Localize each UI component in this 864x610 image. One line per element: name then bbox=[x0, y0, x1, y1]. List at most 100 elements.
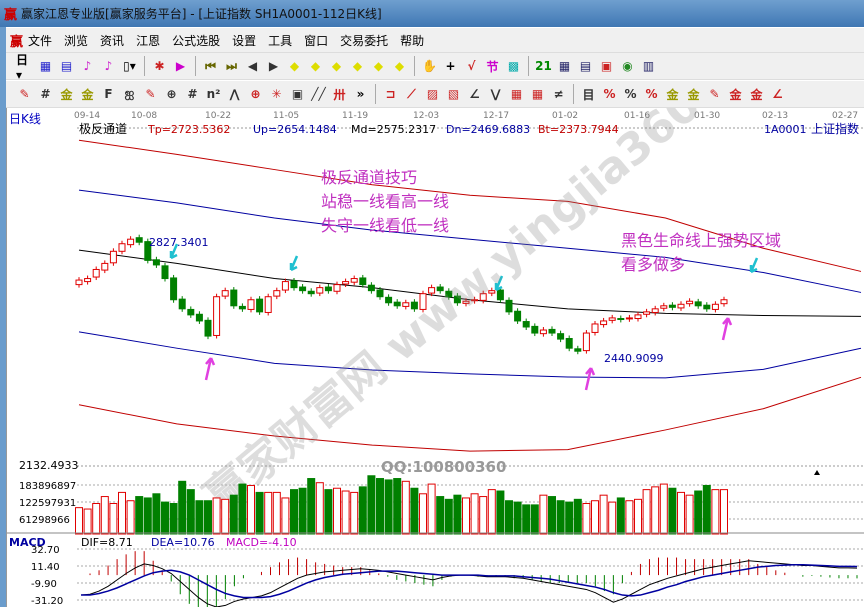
percent-1-icon[interactable]: % bbox=[603, 87, 616, 101]
menu-item-9[interactable]: 帮助 bbox=[400, 33, 425, 48]
box-icon[interactable]: ▣ bbox=[291, 87, 304, 101]
kline-chart-panel[interactable]: 日K线 09-14 10-08 10-22 11-05 11-19 12-03 12-17 0… bbox=[6, 3, 864, 610]
chart-svg[interactable]: 日K线 09-14 10-08 10-22 11-05 11-19 12-03 12-17 0… bbox=[7, 3, 864, 610]
annotation-bullish: 看多做多 bbox=[621, 255, 685, 274]
target-icon[interactable]: ⊕ bbox=[250, 87, 261, 101]
pen-2-icon[interactable]: ✎ bbox=[145, 87, 156, 101]
diamond-2-icon[interactable]: ◆ bbox=[310, 59, 321, 73]
candle bbox=[213, 296, 221, 336]
crosshair-icon[interactable]: + bbox=[445, 59, 456, 73]
gold-4-icon[interactable]: 金 bbox=[687, 87, 700, 102]
calendar-icon[interactable]: 21 bbox=[535, 59, 552, 73]
pen-3-icon[interactable]: ✎ bbox=[709, 87, 720, 101]
cross-icon[interactable]: 卅 bbox=[333, 87, 346, 102]
book-icon[interactable]: ▤ bbox=[579, 59, 592, 73]
prev-icon[interactable]: ◀ bbox=[247, 59, 258, 73]
diamond-5-icon[interactable]: ◆ bbox=[373, 59, 384, 73]
menu-item-7[interactable]: 窗口 bbox=[304, 33, 329, 48]
gann-icon[interactable]: ✱ bbox=[154, 59, 165, 73]
grid-icon[interactable]: # bbox=[40, 87, 51, 101]
menu-item-8[interactable]: 交易委托 bbox=[340, 33, 389, 48]
volume-chart-2-icon[interactable]: ♪ bbox=[104, 59, 113, 73]
print-icon[interactable]: ▥ bbox=[642, 59, 655, 73]
menu-logo-icon[interactable]: 赢 bbox=[10, 34, 24, 50]
star-icon[interactable]: ✳ bbox=[271, 87, 282, 101]
volume-bar bbox=[204, 500, 212, 535]
n2-icon[interactable]: n² bbox=[206, 87, 221, 101]
diamond-1-icon[interactable]: ◆ bbox=[289, 59, 300, 73]
network-icon[interactable]: ◉ bbox=[622, 59, 633, 73]
volume-bar bbox=[702, 484, 711, 535]
f-tool-icon[interactable]: F bbox=[104, 87, 113, 101]
window-layout-icon[interactable]: ▦ bbox=[39, 59, 52, 73]
gold-1-icon[interactable]: 金 bbox=[60, 87, 73, 102]
volume-bar bbox=[573, 498, 582, 535]
festival-icon[interactable]: 节 bbox=[486, 59, 499, 74]
percent-3-icon[interactable]: % bbox=[645, 87, 658, 101]
angle-icon[interactable]: ∠ bbox=[469, 87, 480, 101]
wave-icon[interactable]: ஐ bbox=[124, 86, 135, 100]
volume-bar bbox=[100, 496, 109, 535]
last-icon[interactable]: ⏭ bbox=[226, 58, 237, 73]
grid-2-icon[interactable]: # bbox=[187, 87, 198, 101]
calculator-icon[interactable]: ▦ bbox=[558, 59, 571, 73]
gold-2-icon[interactable]: 金 bbox=[81, 87, 94, 102]
table-2-icon[interactable]: ▦ bbox=[531, 87, 544, 101]
fan-icon[interactable]: ⋀ bbox=[229, 87, 240, 101]
pen-icon[interactable]: ✎ bbox=[19, 87, 30, 101]
gold-5-icon[interactable]: 金 bbox=[729, 87, 742, 102]
candle bbox=[582, 332, 590, 352]
annotation-line-3: 失守一线看低一线 bbox=[321, 216, 449, 235]
candle bbox=[557, 333, 565, 340]
fan-2-icon[interactable]: ⟋ bbox=[407, 86, 416, 101]
gold-6-icon[interactable]: 金 bbox=[750, 87, 763, 102]
angle-2-icon[interactable]: ∠ bbox=[772, 87, 783, 101]
square-grid-2-icon[interactable]: ▧ bbox=[447, 87, 460, 101]
candle bbox=[281, 281, 289, 291]
lines-icon[interactable]: ╱╱ bbox=[311, 87, 326, 101]
candle bbox=[453, 295, 461, 304]
square-grid-icon[interactable]: ▨ bbox=[426, 87, 439, 101]
menu-item-4[interactable]: 公式选股 bbox=[172, 33, 221, 48]
ruler-icon[interactable]: 目 bbox=[582, 87, 595, 102]
table-icon[interactable]: ▦ bbox=[510, 87, 523, 101]
notepad-icon[interactable]: ▤ bbox=[60, 59, 73, 73]
volume-chart-icon[interactable]: ♪ bbox=[83, 59, 92, 73]
circle-icon[interactable]: ⊕ bbox=[166, 87, 177, 101]
candle-type-icon[interactable]: ▯▾ bbox=[123, 59, 136, 73]
menu-item-2[interactable]: 资讯 bbox=[100, 33, 125, 48]
menu-item-3[interactable]: 江恩 bbox=[136, 33, 161, 48]
bt-value: Bt=2373.7944 bbox=[538, 123, 619, 136]
menu-item-6[interactable]: 工具 bbox=[268, 33, 293, 48]
volume-bar bbox=[358, 486, 367, 535]
volume-bar bbox=[341, 490, 350, 535]
save-icon[interactable]: ▣ bbox=[600, 59, 613, 73]
diamond-4-icon[interactable]: ◆ bbox=[352, 59, 363, 73]
hand-icon[interactable]: ✋ bbox=[422, 59, 437, 73]
indicator-name: 极反通道 bbox=[79, 122, 127, 136]
draw-line-icon[interactable]: √ bbox=[467, 59, 476, 73]
menu-item-0[interactable]: 文件 bbox=[28, 33, 53, 48]
volume-bar bbox=[376, 478, 384, 535]
period-daily-icon[interactable]: 日▾ bbox=[16, 52, 29, 82]
percent-2-icon[interactable]: % bbox=[624, 87, 637, 101]
candle bbox=[617, 318, 625, 321]
menu-item-5[interactable]: 设置 bbox=[232, 33, 257, 48]
candle bbox=[385, 296, 393, 304]
menu-item-1[interactable]: 浏览 bbox=[64, 33, 89, 48]
more-icon[interactable]: » bbox=[356, 87, 365, 101]
bracket-icon[interactable]: ⊐ bbox=[385, 87, 396, 101]
gold-3-icon[interactable]: 金 bbox=[666, 87, 679, 102]
candle bbox=[660, 305, 668, 309]
diamond-3-icon[interactable]: ◆ bbox=[331, 59, 342, 73]
hatch-icon[interactable]: ≠ bbox=[553, 87, 564, 101]
first-icon[interactable]: ⏮ bbox=[205, 58, 216, 73]
next-icon[interactable]: ▶ bbox=[268, 59, 279, 73]
candle bbox=[350, 278, 358, 283]
vbar-icon[interactable]: ⋁ bbox=[490, 87, 501, 101]
candle bbox=[591, 323, 599, 333]
flag-icon[interactable]: ▶ bbox=[175, 59, 186, 73]
candle bbox=[127, 238, 135, 246]
scan-icon[interactable]: ▩ bbox=[507, 59, 520, 73]
diamond-6-icon[interactable]: ◆ bbox=[394, 59, 405, 73]
